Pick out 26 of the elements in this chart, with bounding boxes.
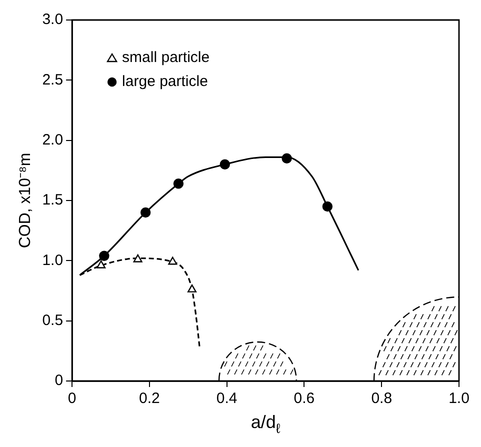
y-axis-title: COD, x10⁻⁸m [17, 152, 34, 248]
point [133, 254, 142, 262]
point [188, 284, 197, 292]
point [173, 178, 184, 189]
y-tick-label: 0 [54, 372, 64, 390]
point [322, 201, 333, 212]
legend-label: large particle [122, 73, 208, 90]
point [96, 260, 106, 268]
point [168, 256, 178, 265]
point [220, 159, 230, 170]
legend-label: small particle [122, 49, 210, 66]
x-tick-label: 0 [68, 390, 76, 408]
y-tick-label: 2.0 [42, 131, 64, 148]
y-tick-label: 2.5 [42, 71, 64, 88]
x-tick-label: 0.4 [216, 390, 238, 408]
y-tick-label: 1.0 [42, 252, 64, 269]
x-tick-label: 1.0 [448, 390, 470, 408]
point [282, 153, 292, 164]
x-tick-label: 0.8 [371, 390, 392, 408]
y-tick-label: 1.5 [42, 192, 64, 209]
point [99, 250, 110, 261]
point [140, 207, 151, 218]
x-tick-label: 0.6 [294, 390, 315, 408]
y-tick-label: 3.0 [42, 11, 64, 28]
x-tick-label: 0.2 [139, 390, 160, 408]
y-tick-label: 0.5 [42, 312, 64, 329]
